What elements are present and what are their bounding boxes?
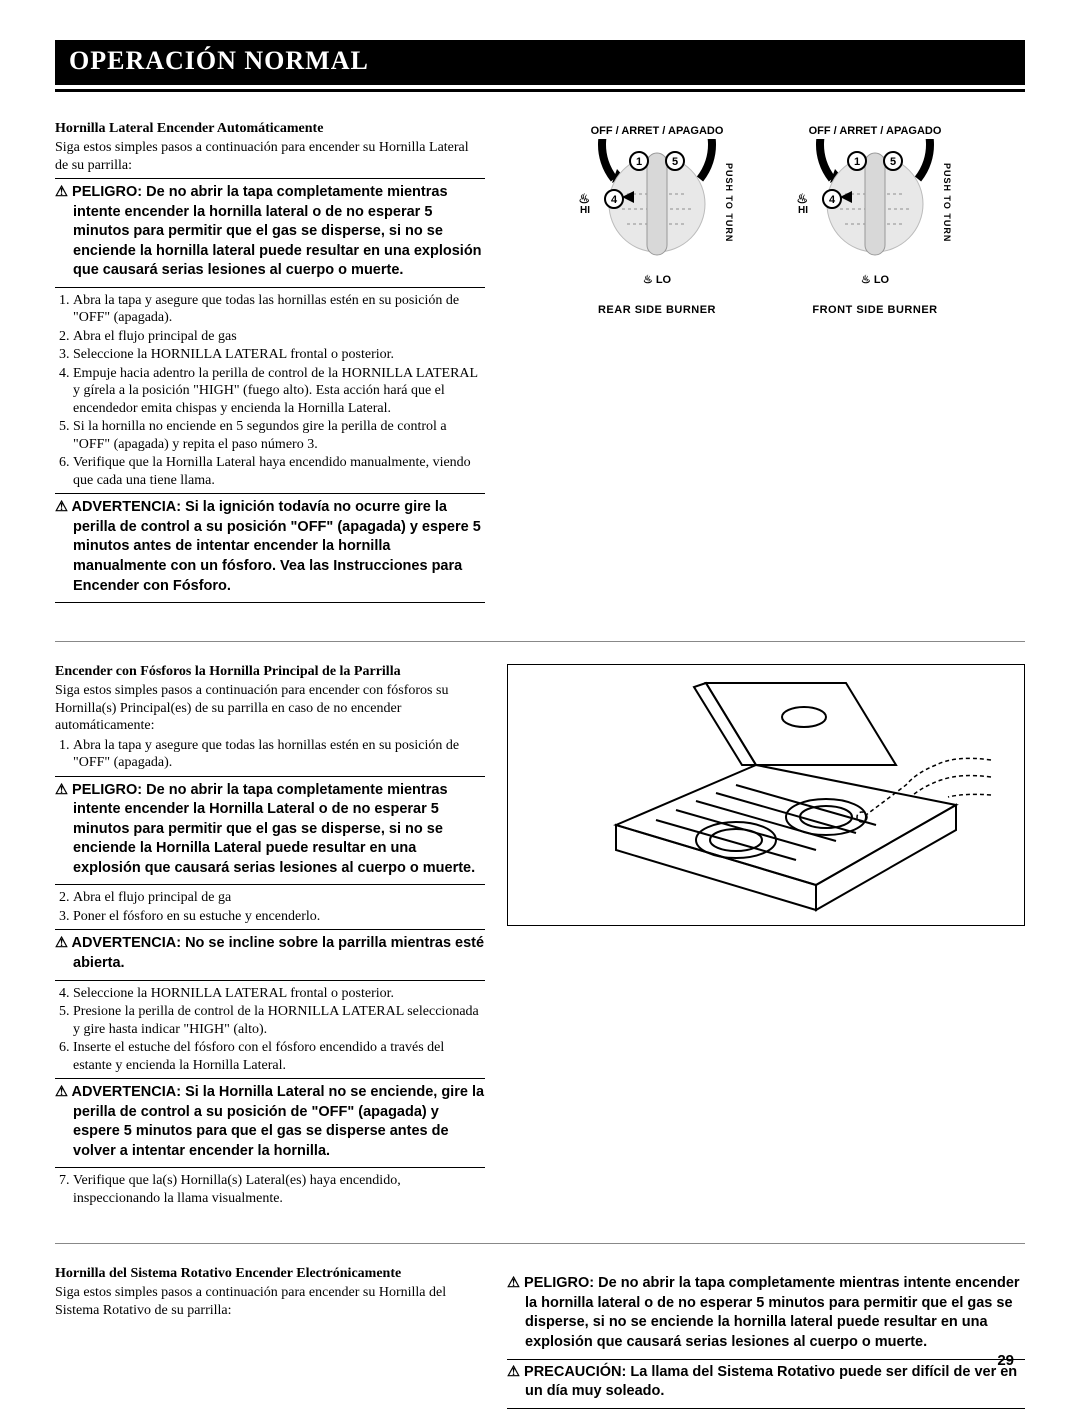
section3-warnings: ⚠ PELIGRO: De no abrir la tapa completam… (507, 1266, 1025, 1412)
section3-title: Hornilla del Sistema Rotativo Encender E… (55, 1266, 485, 1282)
lo-label: ♨ LO (788, 273, 962, 286)
off-label: OFF / ARRET / APAGADO (788, 125, 962, 137)
grill-illustration (507, 664, 1025, 926)
section2-warning-no-ignite: ⚠ ADVERTENCIA: Si la Hornilla Lateral no… (55, 1078, 485, 1168)
section2-text: Encender con Fósforos la Hornilla Princi… (55, 664, 485, 1209)
section2-warning-lean: ⚠ ADVERTENCIA: No se incline sobre la pa… (55, 929, 485, 980)
section1-intro: Siga estos simples pasos a continuación … (55, 139, 485, 174)
section3-danger: ⚠ PELIGRO: De no abrir la tapa completam… (507, 1270, 1025, 1359)
push-label: PUSH TO TURN (942, 163, 962, 245)
rear-caption: REAR SIDE BURNER (570, 304, 744, 316)
page: OPERACIÓN NORMAL Hornilla Lateral Encend… (0, 0, 1080, 1397)
section1-text: Hornilla Lateral Encender Automáticament… (55, 121, 485, 607)
section2-steps-a: Abra la tapa y asegure que todas las hor… (55, 737, 485, 772)
step: Inserte el estuche del fósforo con el fó… (73, 1039, 485, 1074)
divider (55, 1243, 1025, 1244)
section2-steps-d: Verifique que la(s) Hornilla(s) Lateral(… (55, 1172, 485, 1207)
knob-svg: 1 5 4 (810, 139, 940, 269)
page-number: 29 (997, 1352, 1014, 1369)
section2-danger: ⚠ PELIGRO: De no abrir la tapa completam… (55, 776, 485, 886)
section-auto-ignite: Hornilla Lateral Encender Automáticament… (55, 121, 1025, 607)
section3-caution: ⚠ PRECAUCIÓN: La llama del Sistema Rotat… (507, 1359, 1025, 1409)
section3-text: Hornilla del Sistema Rotativo Encender E… (55, 1266, 485, 1412)
svg-text:5: 5 (890, 156, 896, 168)
lo-label: ♨ LO (570, 273, 744, 286)
section1-danger: ⚠ PELIGRO: De no abrir la tapa completam… (55, 178, 485, 288)
svg-text:1: 1 (636, 156, 642, 168)
step: Seleccione la HORNILLA LATERAL frontal o… (73, 346, 485, 364)
push-label: PUSH TO TURN (724, 163, 744, 245)
flame-icon: ♨ (578, 191, 590, 206)
section-header: OPERACIÓN NORMAL (55, 40, 1025, 85)
step: Abra la tapa y asegure que todas las hor… (73, 292, 485, 327)
divider (55, 641, 1025, 642)
section1-title: Hornilla Lateral Encender Automáticament… (55, 121, 485, 137)
step: Abra la tapa y asegure que todas las hor… (73, 737, 485, 772)
knob-diagram: OFF / ARRET / APAGADO ♨ HI (507, 121, 1025, 316)
front-knob: OFF / ARRET / APAGADO ♨ HI (788, 125, 962, 316)
svg-text:4: 4 (611, 194, 618, 206)
section-match-light: Encender con Fósforos la Hornilla Princi… (55, 664, 1025, 1209)
step: Poner el fósforo en su estuche y encende… (73, 908, 485, 926)
grill-illustration-panel (507, 664, 1025, 1209)
svg-text:1: 1 (854, 156, 860, 168)
section1-steps: Abra la tapa y asegure que todas las hor… (55, 292, 485, 490)
step: Presione la perilla de control de la HOR… (73, 1003, 485, 1038)
rear-knob: OFF / ARRET / APAGADO ♨ HI (570, 125, 744, 316)
step: Si la hornilla no enciende en 5 segundos… (73, 418, 485, 453)
off-label: OFF / ARRET / APAGADO (570, 125, 744, 137)
flame-icon: ♨ (796, 191, 808, 206)
section-rotisserie: Hornilla del Sistema Rotativo Encender E… (55, 1266, 1025, 1412)
svg-text:5: 5 (672, 156, 678, 168)
section3-intro: Siga estos simples pasos a continuación … (55, 1284, 485, 1319)
section1-warning: ⚠ ADVERTENCIA: Si la ignición todavía no… (55, 493, 485, 603)
flame-icon: ♨ (643, 274, 653, 286)
svg-text:4: 4 (829, 194, 836, 206)
step: Abra el flujo principal de ga (73, 889, 485, 907)
section2-steps-b: Abra el flujo principal de ga Poner el f… (55, 889, 485, 925)
hi-label: ♨ HI (788, 192, 808, 216)
front-caption: FRONT SIDE BURNER (788, 304, 962, 316)
knob-diagram-panel: OFF / ARRET / APAGADO ♨ HI (507, 121, 1025, 607)
hi-label: ♨ HI (570, 192, 590, 216)
step: Verifique que la(s) Hornilla(s) Lateral(… (73, 1172, 485, 1207)
step: Abra el flujo principal de gas (73, 328, 485, 346)
section2-intro: Siga estos simples pasos a continuación … (55, 682, 485, 735)
flame-icon: ♨ (861, 274, 871, 286)
hi-text: HI (580, 205, 590, 216)
step: Verifique que la Hornilla Lateral haya e… (73, 454, 485, 489)
section2-title: Encender con Fósforos la Hornilla Princi… (55, 664, 485, 680)
step: Seleccione la HORNILLA LATERAL frontal o… (73, 985, 485, 1003)
section2-steps-c: Seleccione la HORNILLA LATERAL frontal o… (55, 985, 485, 1075)
knob-svg: 1 5 4 (592, 139, 722, 269)
step: Empuje hacia adentro la perilla de contr… (73, 365, 485, 418)
